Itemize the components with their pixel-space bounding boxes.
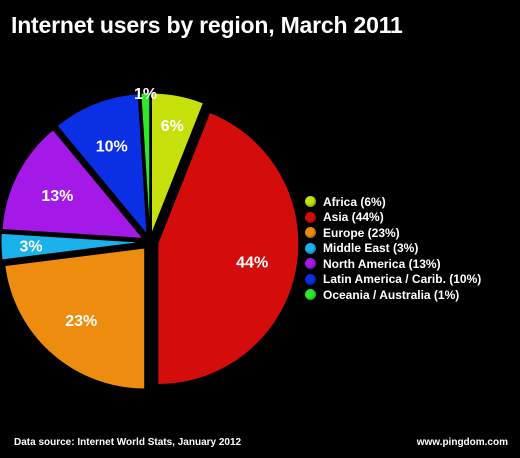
slice-label-middle-east: 3%	[19, 239, 42, 256]
pie-slice-europe	[4, 247, 146, 390]
legend-item-europe: Europe (23%)	[305, 225, 481, 241]
pie-slice-asia	[157, 111, 300, 385]
slice-label-oceania-australia: 1%	[134, 86, 157, 103]
legend-swatch-asia	[305, 211, 316, 223]
pie-slice-africa	[150, 92, 205, 235]
slice-label-latin-america-carib: 10%	[96, 138, 128, 155]
legend-swatch-oceania	[305, 289, 316, 301]
slice-label-asia: 44%	[236, 254, 268, 271]
legend-label-asia: Asia (44%)	[323, 210, 384, 225]
legend-label-north-america: North America (13%)	[323, 256, 441, 271]
legend-label-latin-america: Latin America / Carib. (10%)	[323, 272, 482, 287]
legend-item-oceania: Oceania / Australia (1%)	[305, 287, 481, 303]
legend-label-africa: Africa (6%)	[323, 194, 386, 209]
pie-slice-oceania-australia	[140, 92, 151, 235]
legend-item-africa: Africa (6%)	[305, 194, 481, 210]
site-credit: www.pingdom.com	[416, 437, 508, 448]
slice-label-europe: 23%	[65, 313, 97, 330]
legend-item-middle-east: Middle East (3%)	[305, 241, 481, 257]
slice-label-africa: 6%	[161, 118, 184, 135]
legend-label-oceania: Oceania / Australia (1%)	[323, 287, 460, 302]
legend-swatch-latin-america	[305, 273, 316, 285]
legend-label-middle-east: Middle East (3%)	[323, 241, 419, 256]
legend-label-europe: Europe (23%)	[323, 225, 400, 240]
pie-slice-latin-america-carib	[56, 93, 148, 237]
legend-swatch-north-america	[305, 258, 316, 270]
slice-label-north-america: 13%	[41, 188, 73, 205]
legend-item-asia: Asia (44%)	[305, 210, 481, 226]
pie-slice-middle-east	[0, 232, 143, 261]
legend-item-latin-america: Latin America / Carib. (10%)	[305, 272, 481, 288]
legend-swatch-africa	[305, 196, 316, 208]
legend-swatch-middle-east	[305, 242, 316, 254]
legend-item-north-america: North America (13%)	[305, 256, 481, 272]
pie-slice-north-america	[1, 129, 144, 239]
legend: Africa (6%) Asia (44%) Europe (23%) Midd…	[305, 194, 481, 303]
legend-swatch-europe	[305, 227, 316, 239]
data-source-note: Data source: Internet World Stats, Janua…	[14, 437, 242, 448]
chart-title: Internet users by region, March 2011	[11, 12, 403, 38]
